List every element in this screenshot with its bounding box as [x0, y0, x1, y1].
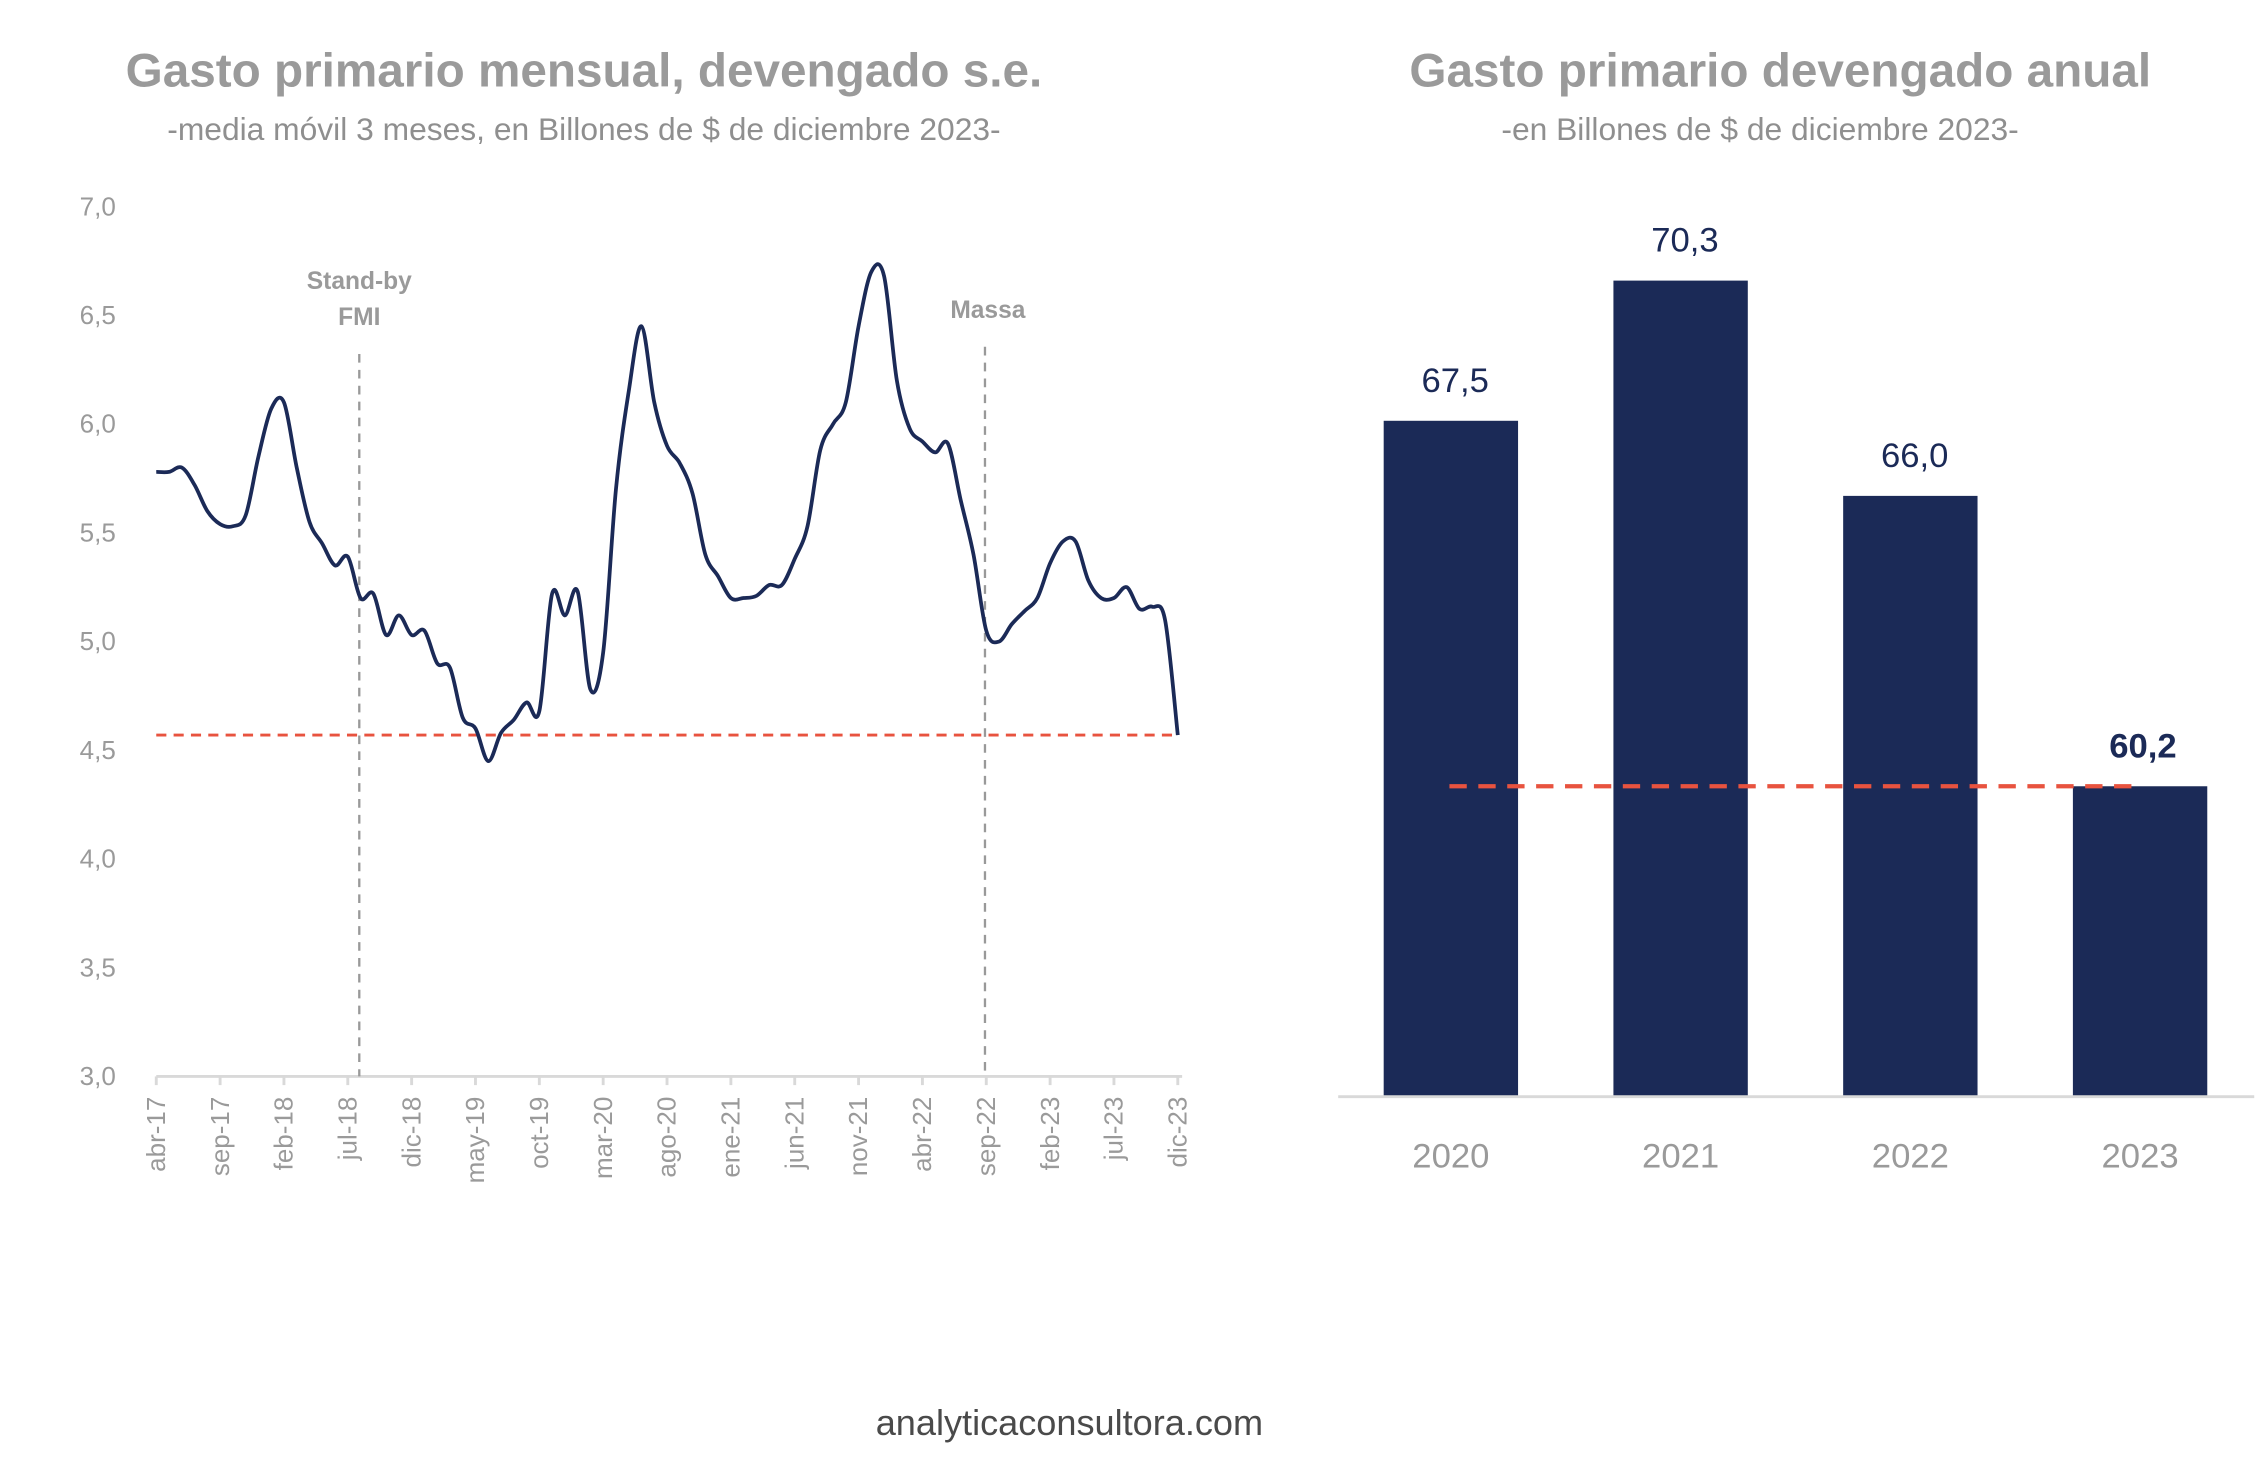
x-tick-label: ago-20 — [652, 1097, 682, 1178]
x-tick-label: oct-19 — [524, 1097, 554, 1169]
bar — [2072, 786, 2208, 1097]
bar — [1383, 420, 1519, 1097]
bar-value-label: 67,5 — [1421, 362, 1488, 400]
y-tick-label: 4,5 — [80, 735, 116, 765]
x-tick-label: abr-17 — [141, 1097, 171, 1172]
y-tick-label: 6,5 — [80, 300, 116, 330]
x-tick-label: sep-22 — [971, 1097, 1001, 1176]
x-tick-label: feb-18 — [269, 1097, 299, 1171]
bar — [1843, 495, 1978, 1097]
x-tick-label: ene-21 — [716, 1097, 746, 1178]
bar-chart-subtitle: -en Billones de $ de diciembre 2023- — [1501, 111, 2018, 147]
event-marker-label: FMI — [338, 304, 380, 331]
x-category-label: 2020 — [1412, 1137, 1489, 1175]
bar-value-label: 70,3 — [1651, 222, 1718, 260]
x-tick-label: jul-23 — [1099, 1097, 1129, 1162]
y-tick-label: 3,0 — [80, 1061, 116, 1091]
line-chart-subtitle: -media móvil 3 meses, en Billones de $ d… — [167, 111, 1000, 147]
x-tick-label: dic-23 — [1162, 1097, 1192, 1168]
x-tick-label: jul-18 — [332, 1097, 362, 1162]
line-chart: 3,0 3,5 4,0 4,5 5,0 5,5 6,0 6,5 7,0 abr-17 sep-17 f… — [80, 191, 1193, 1183]
x-tick-label: feb-23 — [1035, 1097, 1065, 1171]
x-category-label: 2021 — [1642, 1137, 1719, 1175]
y-tick-label: 5,5 — [80, 517, 116, 547]
x-tick-label: jun-21 — [779, 1097, 809, 1170]
event-marker-label: Massa — [950, 297, 1025, 324]
x-tick-label: abr-22 — [907, 1097, 937, 1172]
event-marker-label: Stand-by — [307, 268, 412, 295]
bar-chart: 67,5 2020 70,3 2021 66,0 2022 60,2 2023 — [1338, 222, 2255, 1175]
y-tick-label: 3,5 — [80, 952, 116, 982]
x-category-label: 2023 — [2102, 1137, 2179, 1175]
x-category-label: 2022 — [1872, 1137, 1949, 1175]
bar-value-label: 60,2 — [2109, 727, 2176, 765]
x-tick-label: may-19 — [460, 1097, 490, 1184]
line-chart-title: Gasto primario mensual, devengado s.e. — [126, 45, 1043, 98]
y-tick-label: 7,0 — [80, 191, 116, 221]
x-tick-label: nov-21 — [843, 1097, 873, 1176]
x-tick-label: mar-20 — [588, 1097, 618, 1179]
bar — [1613, 280, 1748, 1097]
footer-website: analyticaconsultora.com — [876, 1402, 1263, 1443]
bar-value-label: 66,0 — [1881, 437, 1948, 475]
y-tick-label: 5,0 — [80, 626, 116, 656]
x-tick-label: sep-17 — [205, 1097, 235, 1176]
series-line — [156, 262, 1180, 764]
bar-chart-title: Gasto primario devengado anual — [1409, 45, 2151, 98]
x-tick-label: dic-18 — [396, 1097, 426, 1168]
y-tick-label: 4,0 — [80, 844, 116, 874]
y-tick-label: 6,0 — [80, 409, 116, 439]
